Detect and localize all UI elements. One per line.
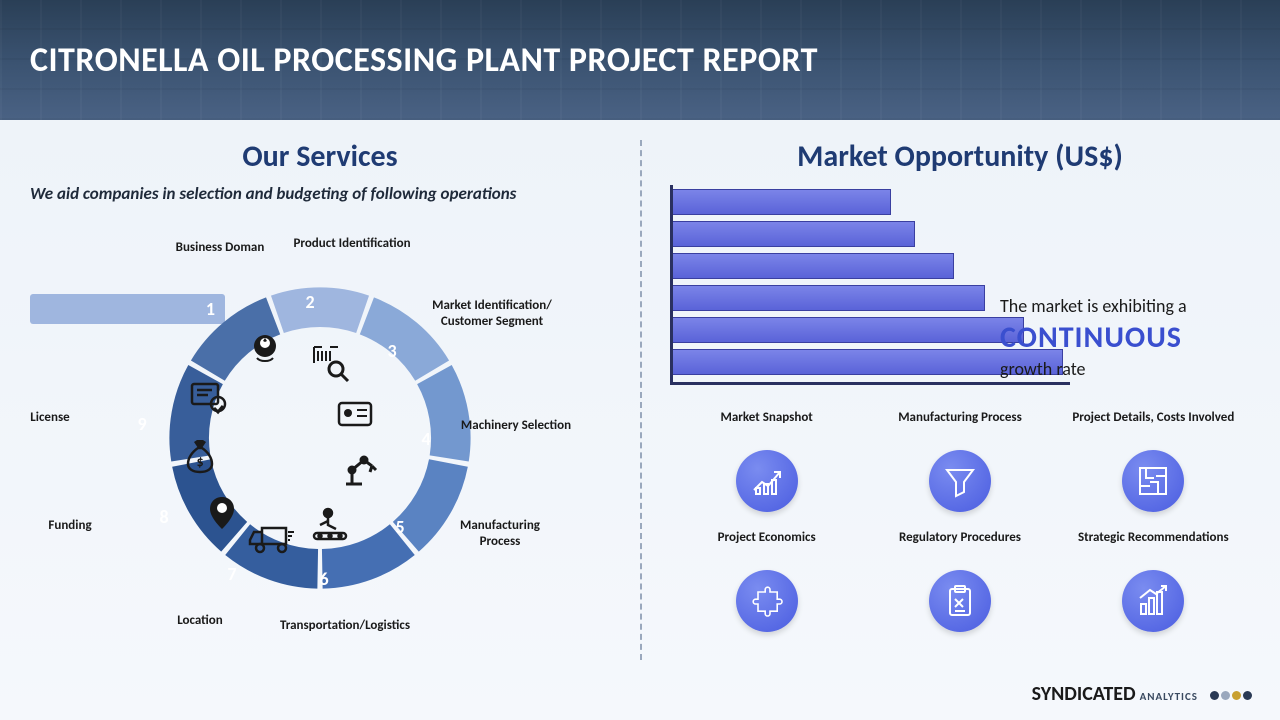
segment-5-label: Manufacturing Process: [440, 518, 560, 549]
services-title: Our Services: [30, 138, 610, 175]
segment-6-number: 6: [312, 568, 336, 590]
brand-dots-icon: [1208, 691, 1252, 700]
certificate-icon: [188, 378, 228, 418]
chart-up-icon: [736, 450, 798, 512]
report-card-label: Market Snapshot: [721, 410, 813, 442]
report-card-3: Project Economics: [680, 530, 853, 632]
segment-3-label: Market Identification/ Customer Segment: [432, 298, 552, 329]
segment-6-label: Transportation/Logistics: [280, 618, 400, 634]
growth-line1: The market is exhibiting a: [1000, 295, 1250, 317]
growth-line3: growth rate: [1000, 358, 1250, 380]
chart-bar-0: [673, 189, 891, 215]
location-pin-icon: [202, 493, 242, 533]
id-card-icon: [335, 393, 375, 433]
report-card-label: Regulatory Procedures: [899, 530, 1021, 562]
services-wheel: 1 2 3 4 5 6 7 8 9 Business Doman Product…: [30, 218, 610, 648]
money-bag-icon: $: [180, 436, 220, 476]
chart-bar-2: [673, 253, 954, 279]
clipboard-icon: [929, 570, 991, 632]
segment-9-label: License: [0, 410, 110, 426]
truck-icon: [248, 518, 298, 558]
content-body: Our Services We aid companies in selecti…: [0, 120, 1280, 720]
market-title: Market Opportunity (US$): [670, 138, 1250, 175]
report-card-label: Project Details, Costs Involved: [1072, 410, 1234, 442]
page-title: CITRONELLA OIL PROCESSING PLANT PROJECT …: [30, 40, 818, 81]
segment-7-label: Location: [140, 613, 260, 629]
brand-subname: ANALYTICS: [1140, 690, 1198, 703]
chart-bar-4: [673, 317, 1024, 343]
barcode-search-icon: [310, 343, 350, 383]
report-card-5: Strategic Recommendations: [1067, 530, 1240, 632]
report-card-0: Market Snapshot: [680, 410, 853, 512]
services-subtitle: We aid companies in selection and budget…: [30, 183, 610, 206]
lightbulb-head-icon: [245, 328, 285, 368]
brand-logo: SYNDICATED ANALYTICS: [1032, 682, 1252, 706]
segment-2-number: 2: [298, 291, 322, 313]
report-card-label: Manufacturing Process: [898, 410, 1022, 442]
svg-text:$: $: [196, 453, 203, 470]
report-sections-grid: Market Snapshot Manufacturing Process Proj…: [670, 410, 1250, 632]
growth-callout: The market is exhibiting a CONTINUOUS gr…: [1000, 295, 1250, 380]
segment-5-number: 5: [388, 516, 412, 538]
header-banner: CITRONELLA OIL PROCESSING PLANT PROJECT …: [0, 0, 1280, 120]
segment-4-label: Machinery Selection: [456, 418, 576, 434]
segment-8-number: 8: [152, 506, 176, 528]
segment-1-label: Business Doman: [160, 240, 280, 256]
growth-line2: CONTINUOUS: [1000, 319, 1250, 356]
segment-7-number: 7: [220, 563, 244, 585]
report-card-label: Project Economics: [718, 530, 816, 562]
funnel-icon: [929, 450, 991, 512]
report-card-label: Strategic Recommendations: [1078, 530, 1229, 562]
chart-bar-3: [673, 285, 985, 311]
brand-name: SYNDICATED: [1032, 682, 1136, 706]
puzzle-icon: [736, 570, 798, 632]
services-panel: Our Services We aid companies in selecti…: [0, 120, 640, 720]
segment-9-number: 9: [130, 413, 154, 435]
market-panel: Market Opportunity (US$) Market Snapshot…: [640, 120, 1280, 720]
segment-3-number: 3: [380, 340, 404, 362]
chart-x-axis: [670, 382, 1070, 385]
segment-8-label: Funding: [10, 518, 130, 534]
report-card-4: Regulatory Procedures: [873, 530, 1046, 632]
report-card-1: Manufacturing Process: [873, 410, 1046, 512]
segment-2-label: Product Identification: [292, 236, 412, 252]
conveyor-icon: [310, 503, 350, 543]
maze-icon: [1122, 450, 1184, 512]
report-card-2: Project Details, Costs Involved: [1067, 410, 1240, 512]
chart-bar-1: [673, 221, 915, 247]
segment-4-number: 4: [414, 428, 438, 450]
growth-icon: [1122, 570, 1184, 632]
robot-arm-icon: [340, 448, 380, 488]
